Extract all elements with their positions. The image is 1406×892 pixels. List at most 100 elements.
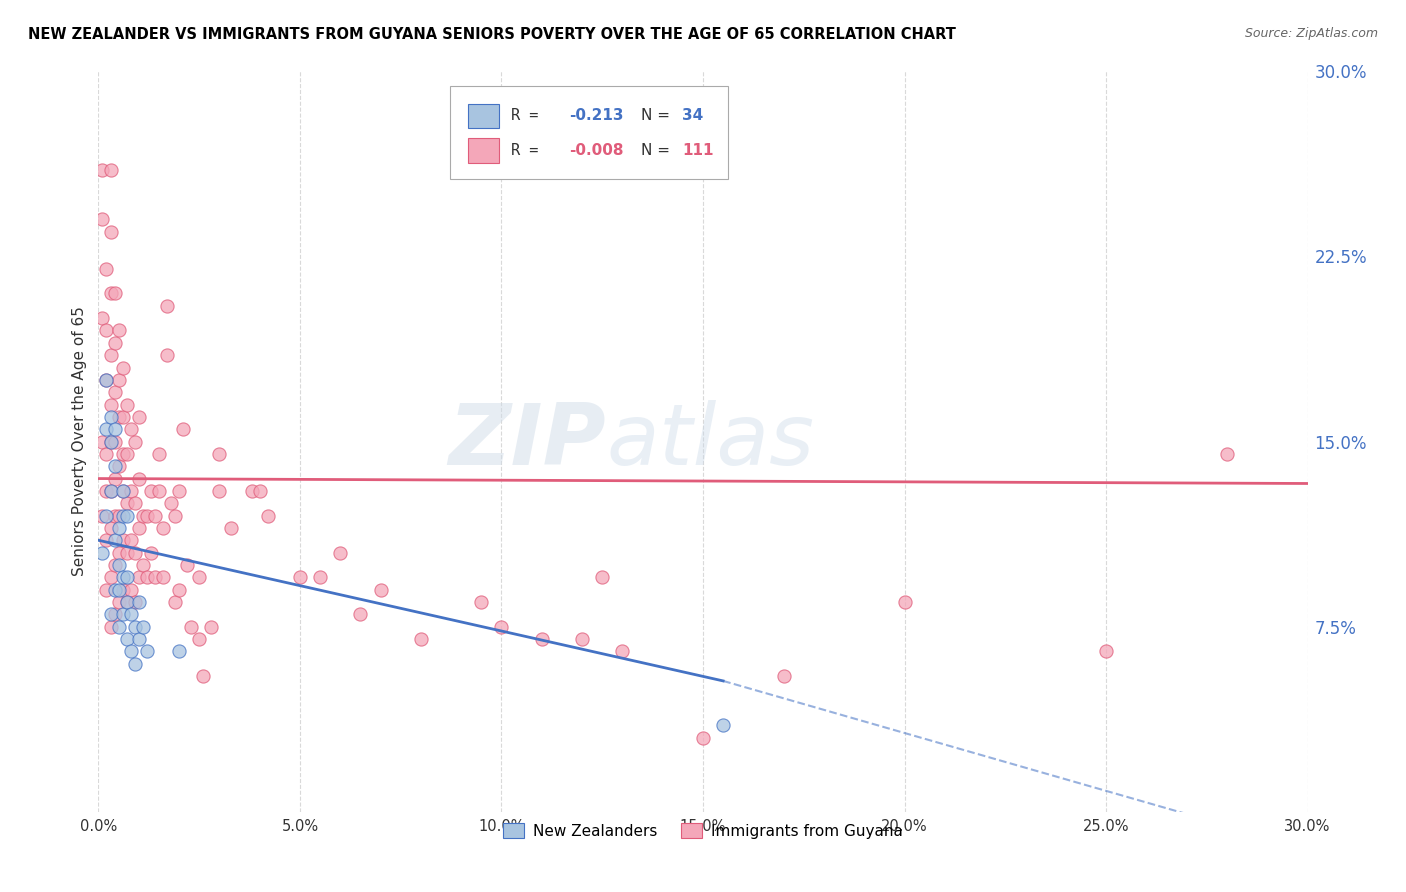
Point	[115, 632, 138, 646]
Point	[156, 299, 179, 313]
Point	[103, 508, 125, 523]
Point	[180, 619, 202, 633]
Point	[100, 607, 122, 622]
Text: NEW ZEALANDER VS IMMIGRANTS FROM GUYANA SENIORS POVERTY OVER THE AGE OF 65 CORRE: NEW ZEALANDER VS IMMIGRANTS FROM GUYANA …	[28, 27, 956, 42]
Point	[96, 422, 118, 436]
Point	[193, 669, 215, 683]
Point	[100, 286, 122, 301]
Point	[100, 483, 122, 498]
Text: Source: ZipAtlas.com: Source: ZipAtlas.com	[1244, 27, 1378, 40]
Point	[120, 644, 142, 658]
Legend: New Zealanders, Immigrants from Guyana: New Zealanders, Immigrants from Guyana	[496, 817, 910, 845]
Point	[100, 398, 122, 412]
Point	[135, 570, 157, 584]
Point	[256, 508, 278, 523]
Point	[143, 508, 166, 523]
Point	[107, 546, 129, 560]
Point	[100, 483, 122, 498]
Point	[91, 508, 114, 523]
Point	[128, 409, 150, 424]
Point	[107, 459, 129, 474]
Point	[349, 607, 371, 622]
Point	[100, 521, 122, 535]
Point	[91, 546, 114, 560]
Point	[96, 261, 118, 276]
Point	[111, 483, 134, 498]
Point	[152, 570, 174, 584]
Text: -0.213: -0.213	[569, 108, 623, 123]
Text: atlas: atlas	[606, 400, 814, 483]
Point	[208, 447, 231, 461]
Point	[96, 324, 118, 338]
Point	[309, 570, 332, 584]
Text: R =: R =	[510, 108, 557, 123]
Point	[200, 619, 222, 633]
Point	[152, 521, 174, 535]
Text: N =: N =	[641, 143, 675, 158]
Point	[111, 570, 134, 584]
Point	[120, 422, 142, 436]
Point	[139, 546, 162, 560]
Point	[100, 434, 122, 449]
Point	[148, 483, 170, 498]
Point	[128, 595, 150, 609]
Point	[124, 619, 146, 633]
Point	[103, 471, 125, 485]
Point	[91, 311, 114, 326]
Point	[221, 521, 243, 535]
Point	[103, 286, 125, 301]
Point	[107, 373, 129, 387]
Point	[100, 570, 122, 584]
FancyBboxPatch shape	[450, 87, 728, 178]
Text: 34: 34	[682, 108, 703, 123]
Point	[107, 619, 129, 633]
Y-axis label: Seniors Poverty Over the Age of 65: Seniors Poverty Over the Age of 65	[72, 307, 87, 576]
Point	[128, 521, 150, 535]
Point	[128, 632, 150, 646]
Point	[128, 570, 150, 584]
Point	[124, 546, 146, 560]
Point	[115, 546, 138, 560]
Point	[711, 718, 734, 732]
Point	[91, 434, 114, 449]
Point	[111, 607, 134, 622]
Point	[692, 731, 714, 745]
Point	[120, 533, 142, 548]
Point	[111, 533, 134, 548]
Point	[128, 471, 150, 485]
Point	[530, 632, 553, 646]
Point	[124, 595, 146, 609]
Point	[103, 582, 125, 597]
Point	[491, 619, 513, 633]
Point	[167, 582, 190, 597]
Point	[103, 607, 125, 622]
Point	[139, 483, 162, 498]
Point	[176, 558, 198, 572]
Point	[156, 348, 179, 362]
Point	[115, 398, 138, 412]
Point	[107, 595, 129, 609]
Point	[240, 483, 263, 498]
Point	[208, 483, 231, 498]
Point	[115, 508, 138, 523]
Point	[91, 163, 114, 178]
Point	[103, 533, 125, 548]
Point	[115, 570, 138, 584]
Point	[96, 533, 118, 548]
Point	[591, 570, 613, 584]
Point	[107, 558, 129, 572]
Point	[612, 644, 634, 658]
Point	[115, 595, 138, 609]
Point	[107, 508, 129, 523]
Point	[111, 360, 134, 375]
Point	[111, 483, 134, 498]
Point	[96, 447, 118, 461]
Point	[135, 508, 157, 523]
Point	[370, 582, 392, 597]
Point	[111, 447, 134, 461]
Point	[100, 348, 122, 362]
Point	[470, 595, 492, 609]
Text: N =: N =	[641, 108, 675, 123]
Point	[124, 496, 146, 510]
Point	[103, 434, 125, 449]
